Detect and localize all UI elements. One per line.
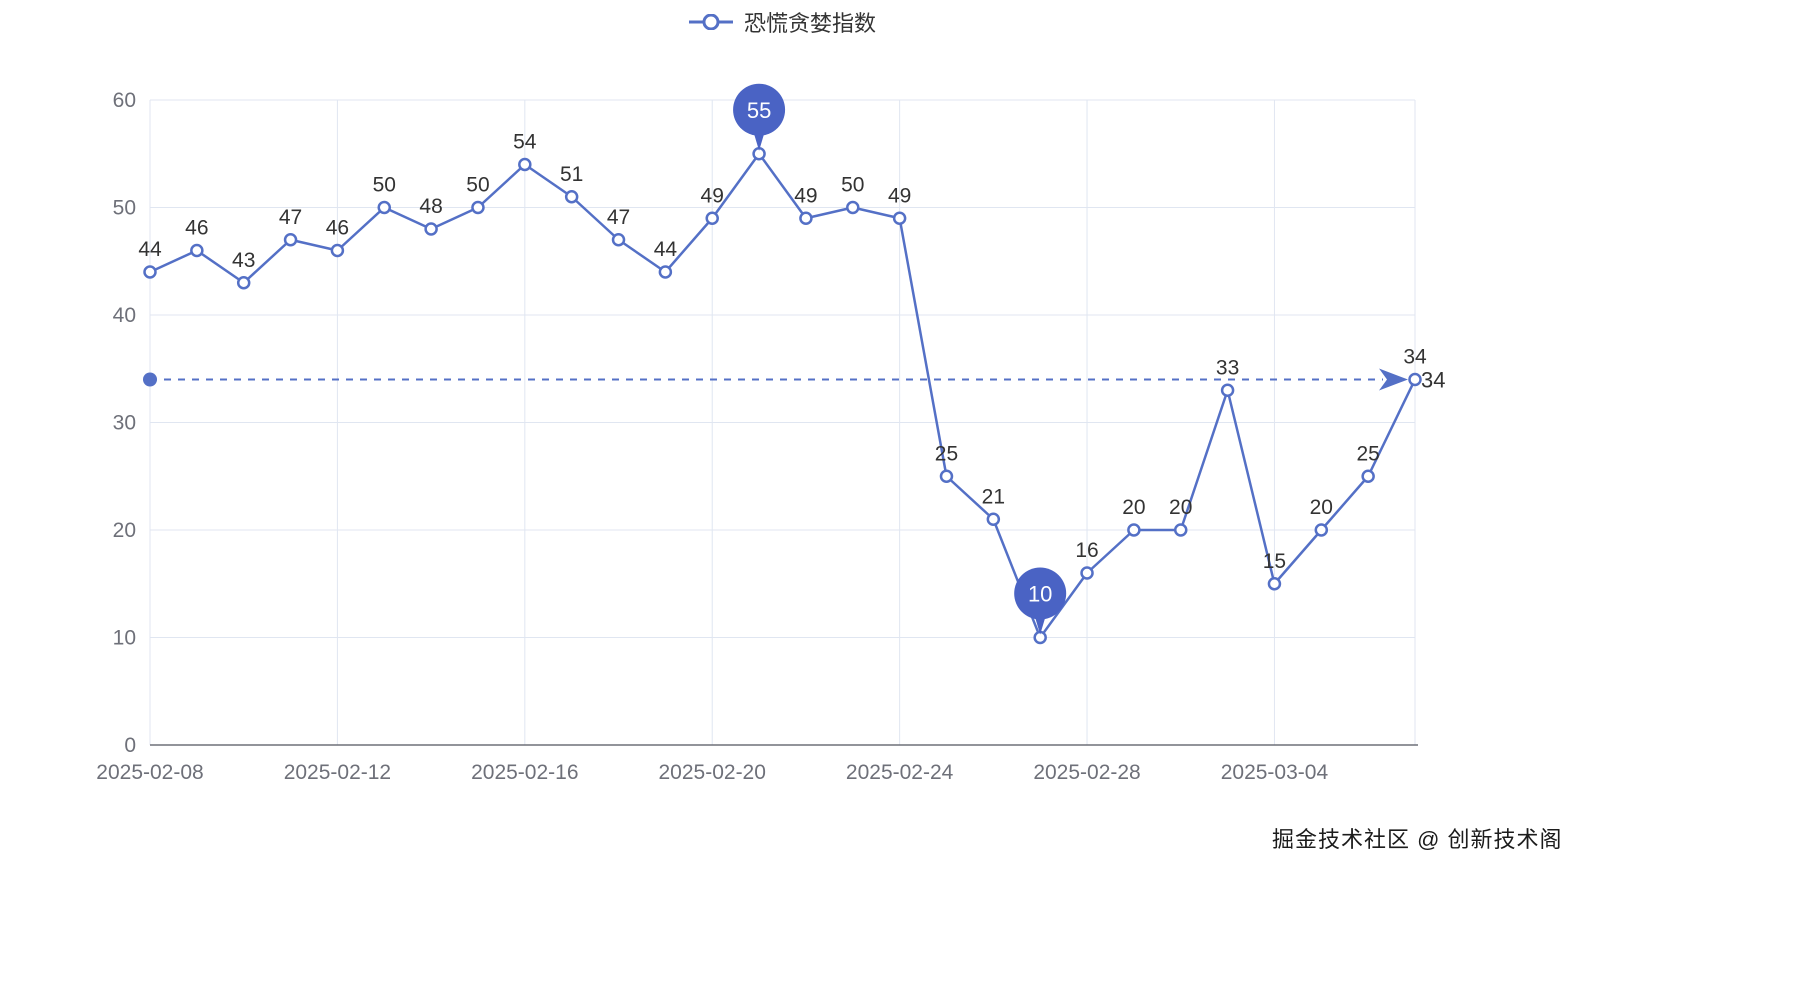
data-point-marker[interactable] <box>143 265 157 279</box>
data-point-marker[interactable] <box>471 200 485 215</box>
data-point-label: 49 <box>794 184 817 207</box>
min-point-pin[interactable] <box>1014 567 1067 620</box>
data-point-label: 46 <box>185 217 208 240</box>
data-point-label: 33 <box>1216 356 1239 379</box>
x-axis-tick-label: 2025-02-08 <box>96 761 203 784</box>
legend-label: 恐慌贪婪指数 <box>743 11 877 36</box>
data-point-label: 15 <box>1263 550 1286 573</box>
data-point-marker[interactable] <box>377 200 392 215</box>
data-point-marker[interactable] <box>1314 523 1329 537</box>
data-point-marker[interactable] <box>892 211 907 225</box>
data-point-label: 44 <box>654 238 678 261</box>
data-point-marker[interactable] <box>611 233 626 247</box>
data-point-label: 20 <box>1310 496 1333 519</box>
x-axis-tick-label: 2025-02-28 <box>1033 761 1140 784</box>
data-point-marker[interactable] <box>283 233 298 247</box>
data-point-marker[interactable] <box>705 211 719 225</box>
data-point-label: 51 <box>560 163 583 186</box>
y-axis-tick-label: 50 <box>113 197 136 220</box>
data-point-label: 50 <box>373 174 396 197</box>
series-line <box>148 152 1417 639</box>
data-point-marker[interactable] <box>330 243 345 258</box>
data-point-marker[interactable] <box>564 190 579 204</box>
max-point-pin[interactable] <box>733 83 786 136</box>
mark-line-start-dot <box>143 372 157 387</box>
data-point-label: 47 <box>279 206 302 229</box>
y-axis-tick-label: 60 <box>113 89 136 112</box>
data-point-marker[interactable] <box>1361 469 1375 483</box>
min-point-pin-label: 10 <box>1028 582 1052 607</box>
data-point-label: 20 <box>1169 496 1192 519</box>
watermark: 掘金技术社区 @ 创新技术阁 <box>1272 827 1563 852</box>
data-point-label: 21 <box>982 485 1005 508</box>
data-point-label: 50 <box>841 174 864 197</box>
data-point-label: 16 <box>1075 539 1098 562</box>
data-point-marker[interactable] <box>846 200 860 215</box>
y-axis-tick-label: 20 <box>113 519 136 542</box>
legend-line-icon <box>688 14 733 30</box>
data-point-marker[interactable] <box>518 157 532 172</box>
data-point-marker[interactable] <box>1220 383 1235 397</box>
data-point-marker[interactable] <box>799 211 813 225</box>
data-point-marker[interactable] <box>236 276 251 290</box>
mark-line-value-label: 34 <box>1421 368 1445 393</box>
x-axis-tick-label: 2025-02-24 <box>846 761 954 784</box>
data-point-marker[interactable] <box>1127 523 1141 537</box>
data-point-label: 48 <box>419 195 442 218</box>
data-point-label: 47 <box>607 206 630 229</box>
data-point-label: 25 <box>1356 442 1379 465</box>
data-point-marker[interactable] <box>1173 523 1188 537</box>
data-point-label: 34 <box>1403 346 1427 369</box>
y-axis-tick-label: 30 <box>113 412 136 435</box>
x-axis-tick-label: 2025-03-04 <box>1221 761 1329 784</box>
data-point-marker[interactable] <box>658 265 673 279</box>
data-point-label: 20 <box>1122 496 1145 519</box>
data-point-label: 46 <box>326 217 349 240</box>
y-axis-tick-label: 0 <box>124 734 136 757</box>
y-axis-tick-label: 10 <box>113 627 136 650</box>
data-point-marker[interactable] <box>424 222 438 236</box>
y-axis-tick-label: 40 <box>113 304 136 327</box>
mark-line-arrow-icon <box>1379 368 1408 391</box>
data-point-label: 43 <box>232 249 255 272</box>
data-point-marker[interactable] <box>1267 577 1282 591</box>
data-point-label: 44 <box>138 238 162 261</box>
data-point-marker[interactable] <box>1408 372 1422 387</box>
data-point-label: 50 <box>466 174 489 197</box>
legend-item[interactable]: 恐慌贪婪指数 <box>688 6 876 38</box>
x-axis-tick-label: 2025-02-16 <box>471 761 578 784</box>
data-point-marker[interactable] <box>986 512 1001 526</box>
data-point-label: 54 <box>513 131 537 154</box>
data-point-label: 25 <box>935 442 958 465</box>
data-point-marker[interactable] <box>939 469 954 483</box>
x-axis-tick-label: 2025-02-12 <box>284 761 391 784</box>
x-axis-tick-label: 2025-02-20 <box>659 761 766 784</box>
data-point-label: 49 <box>888 184 911 207</box>
data-point-marker[interactable] <box>190 243 204 258</box>
data-point-marker[interactable] <box>1080 566 1094 580</box>
max-point-pin-label: 55 <box>747 98 771 123</box>
data-point-label: 49 <box>701 184 724 207</box>
